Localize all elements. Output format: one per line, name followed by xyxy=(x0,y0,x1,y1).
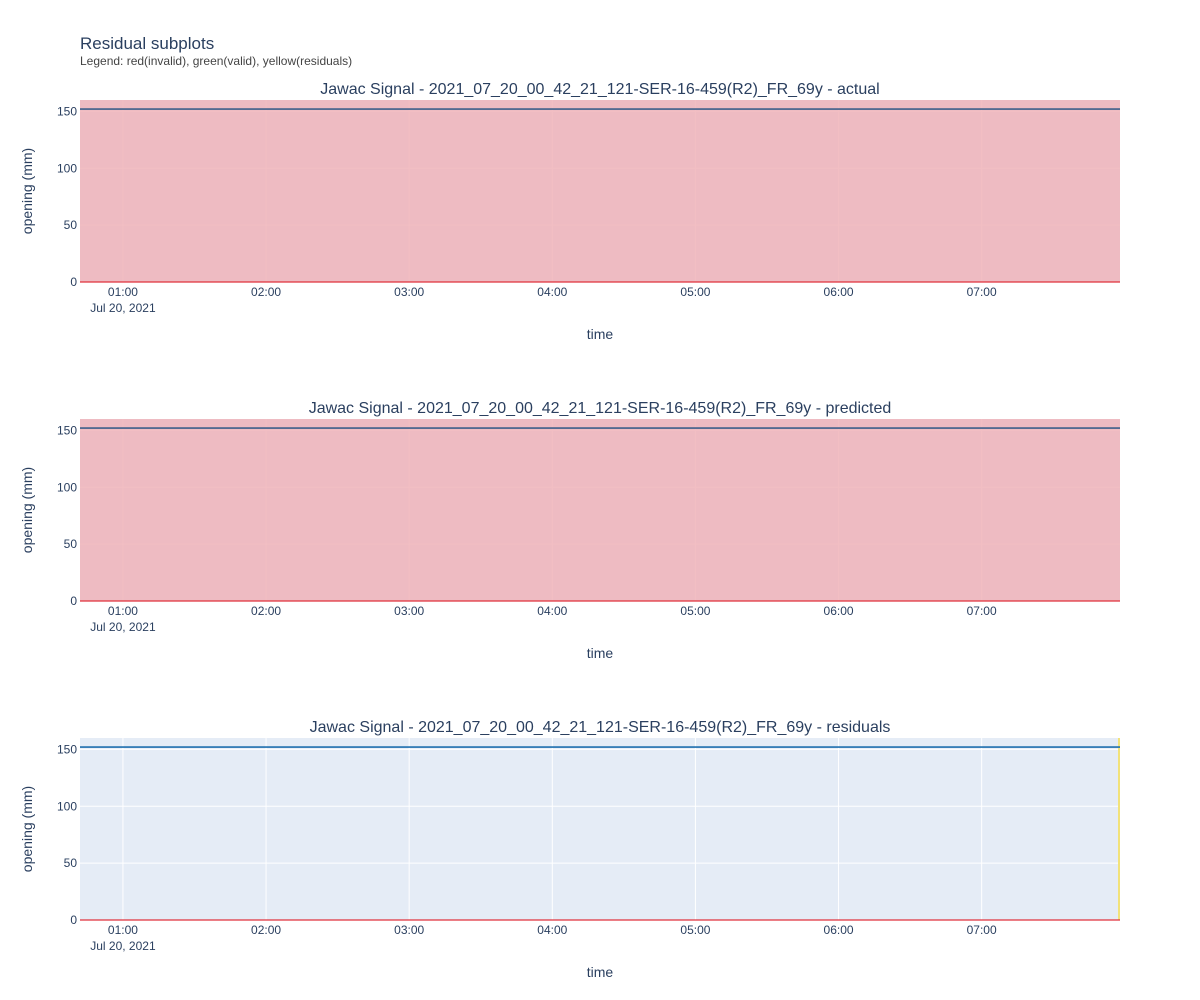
x-tick-label: 01:00 xyxy=(108,604,138,618)
x-tick-label: 03:00 xyxy=(394,285,424,299)
y-tick-label: 100 xyxy=(57,799,77,813)
y-axis-title: opening (mm) xyxy=(19,467,35,553)
y-axis-title: opening (mm) xyxy=(19,786,35,872)
x-tick-label: 07:00 xyxy=(967,285,997,299)
x-tick-label: 07:00 xyxy=(967,923,997,937)
subplot-3: Jawac Signal - 2021_07_20_00_42_21_121-S… xyxy=(19,719,1120,980)
x-tick-label: 05:00 xyxy=(680,923,710,937)
plot-background xyxy=(80,738,1120,920)
x-tick-label: 01:00 xyxy=(108,923,138,937)
y-tick-label: 100 xyxy=(57,480,77,494)
x-tick-label: 06:00 xyxy=(824,923,854,937)
y-tick-label: 150 xyxy=(57,742,77,756)
subplot-title: Jawac Signal - 2021_07_20_00_42_21_121-S… xyxy=(310,719,891,736)
figure-title: Residual subplots xyxy=(80,34,215,53)
x-tick-label: 05:00 xyxy=(680,285,710,299)
x-axis-title: time xyxy=(587,964,614,980)
x-axis-title: time xyxy=(587,645,614,661)
figure-subtitle: Legend: red(invalid), green(valid), yell… xyxy=(80,54,353,68)
subplot-2: Jawac Signal - 2021_07_20_00_42_21_121-S… xyxy=(19,400,1120,661)
x-tick-label: 03:00 xyxy=(394,604,424,618)
x-tick-label: 04:00 xyxy=(537,604,567,618)
y-tick-label: 50 xyxy=(64,537,78,551)
y-tick-label: 100 xyxy=(57,161,77,175)
y-tick-label: 150 xyxy=(57,423,77,437)
subplot-title: Jawac Signal - 2021_07_20_00_42_21_121-S… xyxy=(320,81,879,98)
y-tick-label: 50 xyxy=(64,856,78,870)
y-tick-label: 50 xyxy=(64,218,78,232)
x-tick-label: 02:00 xyxy=(251,604,281,618)
x-tick-label: 03:00 xyxy=(394,923,424,937)
x-tick-label: 01:00 xyxy=(108,285,138,299)
invalid-region xyxy=(80,100,1120,282)
y-tick-label: 0 xyxy=(70,275,77,289)
x-axis-title: time xyxy=(587,326,614,342)
x-tick-label: 02:00 xyxy=(251,285,281,299)
x-date-label: Jul 20, 2021 xyxy=(90,301,156,315)
y-tick-label: 0 xyxy=(70,913,77,927)
y-axis-title: opening (mm) xyxy=(19,148,35,234)
subplot-1: Jawac Signal - 2021_07_20_00_42_21_121-S… xyxy=(19,81,1120,342)
x-date-label: Jul 20, 2021 xyxy=(90,939,156,953)
x-tick-label: 02:00 xyxy=(251,923,281,937)
x-tick-label: 06:00 xyxy=(824,604,854,618)
x-tick-label: 05:00 xyxy=(680,604,710,618)
y-tick-label: 150 xyxy=(57,104,77,118)
subplot-title: Jawac Signal - 2021_07_20_00_42_21_121-S… xyxy=(309,400,892,417)
x-tick-label: 06:00 xyxy=(824,285,854,299)
x-date-label: Jul 20, 2021 xyxy=(90,620,156,634)
x-tick-label: 04:00 xyxy=(537,923,567,937)
x-tick-label: 07:00 xyxy=(967,604,997,618)
y-tick-label: 0 xyxy=(70,594,77,608)
x-tick-label: 04:00 xyxy=(537,285,567,299)
invalid-region xyxy=(80,419,1120,601)
